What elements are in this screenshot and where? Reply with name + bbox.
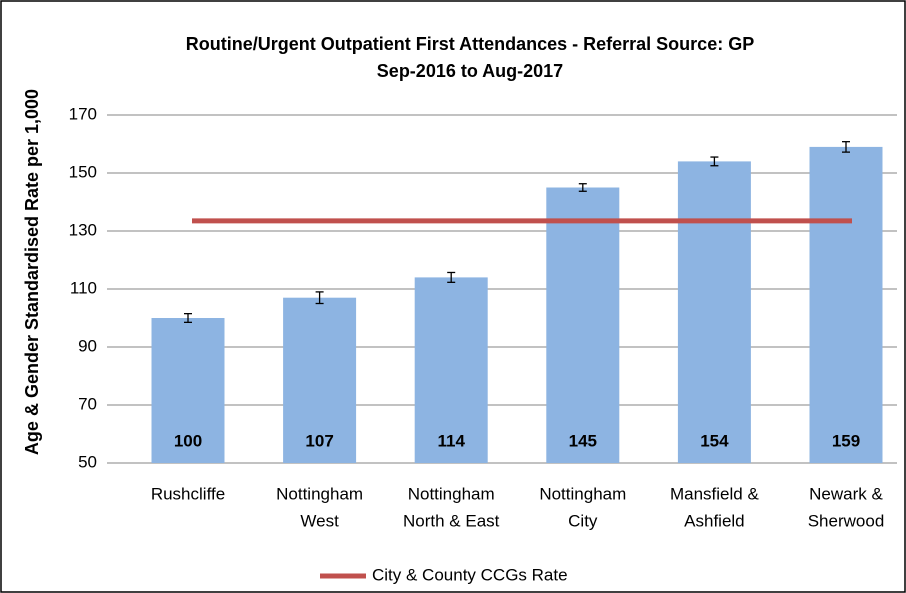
x-tick-label: Nottingham xyxy=(408,484,495,503)
y-tick-label: 70 xyxy=(78,394,97,413)
y-tick-label: 90 xyxy=(78,336,97,355)
chart-subtitle: Sep-2016 to Aug-2017 xyxy=(377,61,563,81)
data-label: 159 xyxy=(832,431,860,450)
data-label: 154 xyxy=(700,431,729,450)
bar xyxy=(151,318,225,463)
y-tick-label: 130 xyxy=(69,220,97,239)
y-tick-label: 170 xyxy=(69,104,97,123)
bar xyxy=(283,297,357,463)
y-tick-label: 50 xyxy=(78,452,97,471)
x-tick-label: Ashfield xyxy=(684,511,744,530)
bar xyxy=(677,161,751,463)
x-tick-label: Nottingham xyxy=(539,484,626,503)
y-tick-label: 150 xyxy=(69,162,97,181)
bar xyxy=(414,277,488,463)
x-tick-label: West xyxy=(300,511,339,530)
bar xyxy=(546,187,620,463)
x-tick-label: Newark & xyxy=(809,484,883,503)
data-label: 114 xyxy=(437,431,465,450)
legend-label: City & County CCGs Rate xyxy=(372,565,568,584)
bar xyxy=(809,146,883,463)
x-tick-label: Mansfield & xyxy=(670,484,759,503)
chart-title: Routine/Urgent Outpatient First Attendan… xyxy=(186,34,754,54)
x-tick-label: North & East xyxy=(403,511,500,530)
x-tick-label: City xyxy=(568,511,598,530)
x-tick-label: Nottingham xyxy=(276,484,363,503)
y-tick-label: 110 xyxy=(70,278,97,297)
data-label: 145 xyxy=(569,431,597,450)
x-tick-label: Rushcliffe xyxy=(151,484,225,503)
data-label: 107 xyxy=(305,431,333,450)
data-label: 100 xyxy=(174,431,202,450)
y-axis-title: Age & Gender Standardised Rate per 1,000 xyxy=(22,89,42,455)
x-tick-label: Sherwood xyxy=(808,511,885,530)
